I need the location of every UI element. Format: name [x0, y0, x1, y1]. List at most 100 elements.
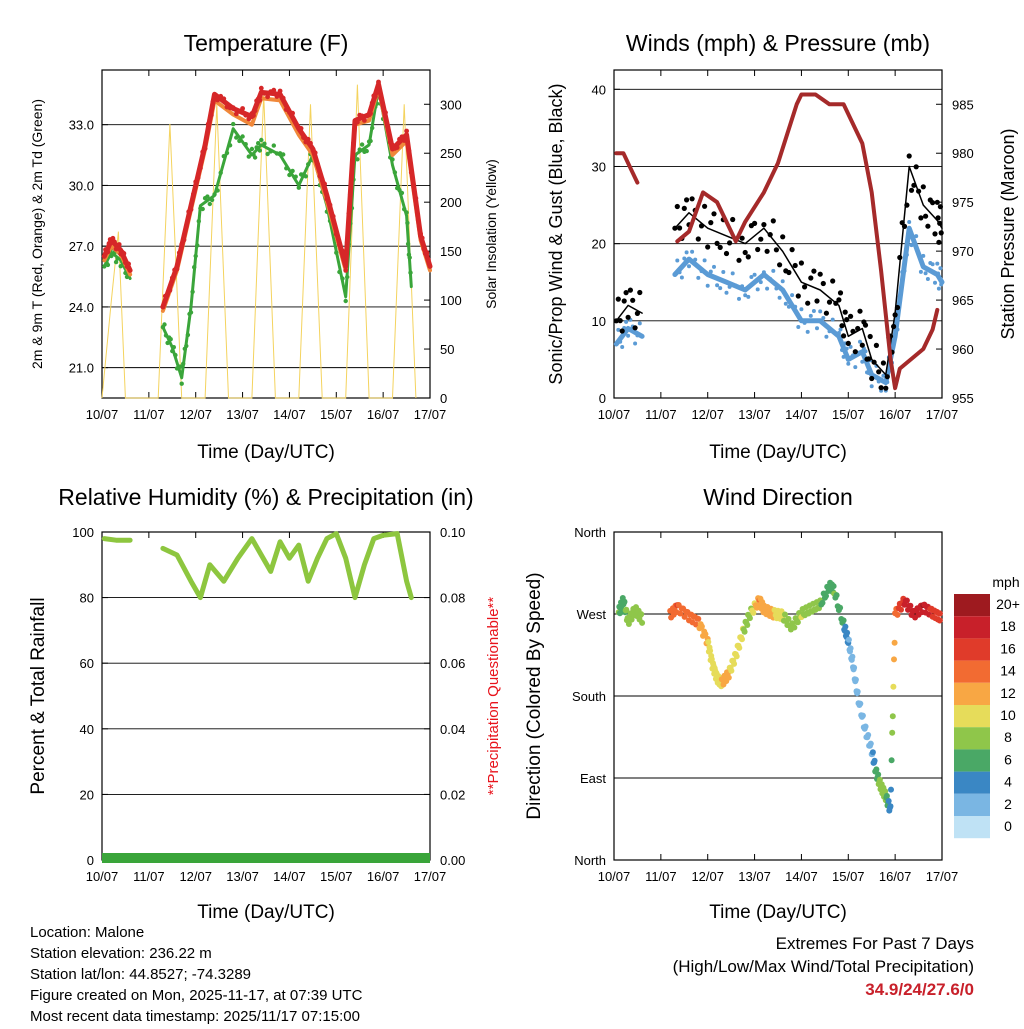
gust-line-point	[739, 235, 745, 241]
sonic-wind-line-point	[902, 268, 907, 273]
temp-2m-line-point	[105, 249, 111, 255]
temp-2m-line-point	[293, 120, 299, 126]
humidity-xtick-label: 12/07	[179, 869, 212, 884]
sonic-wind-line-point	[930, 262, 935, 267]
sonic-wind-line-point	[635, 333, 640, 338]
gust-line-point	[937, 204, 944, 210]
dewpoint-2m-line-point	[254, 145, 259, 150]
temp-2m-line-point	[283, 107, 289, 112]
info-latlon: Station lat/lon: 44.8527; -74.3289	[30, 966, 252, 983]
info-elevation: Station elevation: 236.22 m	[30, 945, 212, 962]
gust-line-point	[805, 300, 811, 306]
temp-2m-line-point	[372, 94, 378, 99]
dewpoint-2m-line-point	[405, 220, 410, 226]
direction-point	[894, 611, 901, 618]
sonic-wind-line-point	[679, 275, 684, 280]
direction-point	[785, 615, 792, 622]
station-info: Location: Malone Station elevation: 236.…	[30, 922, 362, 1027]
temp-2m-line-point	[324, 196, 330, 202]
sonic-wind-line-point	[786, 304, 791, 309]
temp-2m-line-point	[181, 237, 187, 243]
temp-2m-line-point	[327, 202, 333, 208]
gust-line-point	[932, 231, 938, 237]
temp-2m-line-point	[378, 96, 384, 101]
sonic-wind-line-point	[721, 270, 726, 274]
dewpoint-2m-line-point	[181, 361, 186, 366]
gust-line-point	[777, 262, 783, 268]
sonic-wind-line-point	[624, 319, 629, 324]
legend-swatch	[954, 793, 990, 816]
gust-line-point	[811, 268, 817, 274]
legend-label: 18	[1000, 618, 1016, 634]
dewpoint-2m-line-point	[274, 151, 280, 156]
direction-point	[731, 660, 738, 667]
gust-line-point	[908, 187, 915, 193]
temp-2m-line-point	[330, 213, 336, 219]
direction-point	[851, 664, 858, 671]
gust-line-point	[883, 385, 889, 391]
legend-label: 2	[1004, 796, 1012, 812]
temp-2m-line-point	[368, 111, 373, 116]
direction-point	[852, 676, 859, 683]
gust-line-point	[752, 220, 758, 226]
dewpoint-2m-line-point	[293, 174, 298, 179]
temp-ytick-label-right: 100	[440, 293, 462, 308]
sonic-wind-line-point	[939, 282, 944, 287]
direction-point	[840, 617, 847, 624]
dewpoint-2m-line-point	[284, 166, 289, 171]
temp-2m-line-point	[202, 146, 208, 152]
direction-point	[823, 593, 829, 599]
gust-line-point	[764, 248, 770, 254]
temp-2m-line-point	[188, 207, 194, 213]
sonic-wind-line-point	[672, 272, 677, 277]
sonic-wind-line-point	[840, 348, 844, 352]
winds-xtick-label: 10/07	[598, 407, 631, 422]
direction-point	[746, 615, 753, 622]
sonic-wind-line-point	[705, 283, 710, 288]
gust-line-point	[897, 254, 903, 261]
sonic-wind-line-point	[893, 335, 898, 340]
extremes-box: Extremes For Past 7 Days (High/Low/Max W…	[673, 934, 974, 1000]
gust-line-point	[867, 333, 873, 340]
temp-2m-line-point	[315, 161, 320, 167]
dewpoint-2m-line-point	[262, 141, 267, 146]
direction-point	[842, 623, 849, 630]
temp-2m-line-point	[208, 112, 214, 118]
sonic-wind-line-point	[774, 286, 779, 291]
gust-line-point	[630, 297, 636, 303]
temp-2m-line-point	[380, 104, 386, 110]
gust-line-point	[613, 318, 619, 324]
winds-ytick-label-left: 0	[599, 391, 606, 406]
sonic-wind-line-point	[818, 309, 823, 314]
sonic-wind-line-point	[923, 271, 928, 276]
dewpoint-2m-line-point	[173, 352, 178, 358]
humidity-ytick-label-right: 0.04	[440, 722, 465, 737]
legend-swatch	[954, 749, 990, 772]
gust-line-point	[930, 200, 936, 206]
info-created: Figure created on Mon, 2025-11-17, at 07…	[30, 987, 363, 1004]
gust-line-point	[755, 246, 761, 253]
temp-2m-line-point	[362, 118, 367, 123]
sonic-wind-line-point	[733, 283, 738, 288]
dewpoint-2m-line-point	[237, 138, 242, 144]
sonic-wind-line-point	[836, 331, 841, 335]
sonic-wind-line-point	[614, 342, 619, 346]
direction-xtick-label: 17/07	[926, 869, 959, 884]
temp-2m-line-point	[369, 100, 375, 106]
dewpoint-2m-line-point	[113, 259, 119, 265]
temp-2m-line-point	[195, 175, 201, 181]
dewpoint-2m-line-point	[227, 143, 233, 148]
legend-swatch	[954, 816, 990, 839]
temp-2m-line-point	[277, 88, 283, 94]
dewpoint-2m-line	[161, 86, 413, 380]
winds-xtick-label: 17/07	[926, 407, 959, 422]
legend-label: 16	[1000, 640, 1016, 656]
sonic-wind-line-point	[796, 325, 801, 329]
winds-ytick-label-left: 20	[592, 237, 606, 252]
sonic-wind-line-point	[830, 317, 835, 322]
dewpoint-2m-line-point	[345, 274, 350, 280]
winds-ylabel-left: Sonic/Prop Wind & Gust (Blue, Black)	[546, 83, 566, 384]
direction-xlabel: Time (Day/UTC)	[709, 902, 847, 923]
direction-point	[819, 599, 826, 606]
